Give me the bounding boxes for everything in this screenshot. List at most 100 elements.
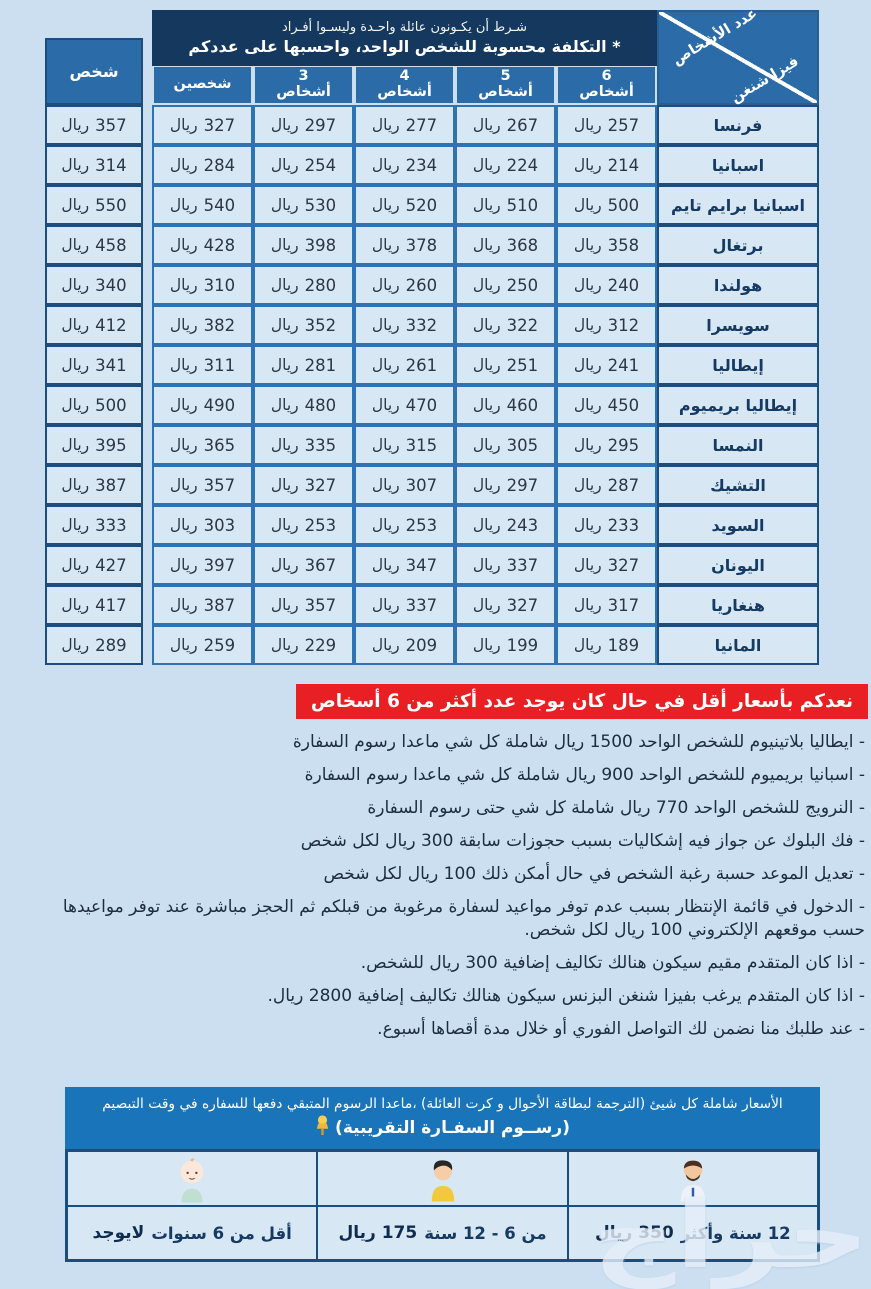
embassy-fees-label: (رســوم السفـارة التقريبية) <box>335 1117 570 1138</box>
price-cell-6: 189 ريال <box>556 625 657 665</box>
price-cell-5: 305 ريال <box>455 425 556 465</box>
price-cell-3: 280 ريال <box>253 265 354 305</box>
price-cell-3: 357 ريال <box>253 585 354 625</box>
price-cell-1: 427 ريال <box>45 545 143 585</box>
country-cell: التشيك <box>657 465 819 505</box>
price-cell-3: 335 ريال <box>253 425 354 465</box>
table-corner-header: عدد الأشخاص فيزا شنغن <box>657 5 819 106</box>
country-cell: إيطاليا بريميوم <box>657 385 819 425</box>
price-cell-3: 367 ريال <box>253 545 354 585</box>
visa-price-table: عدد الأشخاص فيزا شنغن شـرط أن يكـونون عا… <box>45 5 819 665</box>
price-cell-5: 327 ريال <box>455 585 556 625</box>
age-group-label: 12 سنة وأكثر 350 ريال <box>567 1206 818 1260</box>
notes-list: - ايطاليا بلاتينيوم للشخص الواحد 1500 ري… <box>16 731 865 1051</box>
price-cell-5: 199 ريال <box>455 625 556 665</box>
footer-banner: الأسعار شاملة كل شيئ (الترجمة لبطاقة الأ… <box>65 1087 820 1149</box>
price-cell-1: 395 ريال <box>45 425 143 465</box>
price-cell-1: 417 ريال <box>45 585 143 625</box>
price-cell-2: 382 ريال <box>152 305 253 345</box>
country-cell: المانيا <box>657 625 819 665</box>
price-cell-3: 253 ريال <box>253 505 354 545</box>
price-cell-4: 337 ريال <box>354 585 455 625</box>
note-item: - اسبانيا بريميوم للشخص الواحد 900 ريال … <box>304 765 865 786</box>
price-cell-1: 333 ريال <box>45 505 143 545</box>
pushpin-icon <box>315 1114 330 1141</box>
age-pricing-table: 12 سنة وأكثر 350 ريال من 6 - 12 سنة 175 ري… <box>65 1149 820 1262</box>
price-cell-3: 297 ريال <box>253 105 354 145</box>
cost-note-line: * التكلفة محسوبة للشخص الواحد، واحسبها ع… <box>188 37 621 56</box>
price-cell-4: 470 ريال <box>354 385 455 425</box>
price-cell-6: 500 ريال <box>556 185 657 225</box>
price-cell-4: 347 ريال <box>354 545 455 585</box>
age-group-label: أقل من 6 سنوات لايوجد <box>67 1206 318 1260</box>
price-cell-5: 297 ريال <box>455 465 556 505</box>
price-cell-1: 289 ريال <box>45 625 143 665</box>
price-cell-3: 229 ريال <box>253 625 354 665</box>
note-item: - الدخول في قائمة الإنتظار بسبب عدم توفر… <box>62 897 865 940</box>
price-cell-3: 254 ريال <box>253 145 354 185</box>
price-cell-4: 332 ريال <box>354 305 455 345</box>
price-cell-2: 259 ريال <box>152 625 253 665</box>
price-cell-3: 327 ريال <box>253 465 354 505</box>
price-cell-5: 224 ريال <box>455 145 556 185</box>
price-cell-2: 357 ريال <box>152 465 253 505</box>
price-cell-3: 480 ريال <box>253 385 354 425</box>
age-group-label: من 6 - 12 سنة 175 ريال <box>317 1206 568 1260</box>
country-cell: هنغاريا <box>657 585 819 625</box>
column-header: 3 أشخاص <box>255 67 352 103</box>
price-cell-1: 550 ريال <box>45 185 143 225</box>
country-cell: هولندا <box>657 265 819 305</box>
condition-line: شـرط أن يكـونون عائلة واحـدة وليسـوا أفـ… <box>281 20 528 35</box>
column-header: 5 أشخاص <box>457 67 554 103</box>
price-cell-4: 253 ريال <box>354 505 455 545</box>
footer-banner-line1: الأسعار شاملة كل شيئ (الترجمة لبطاقة الأ… <box>102 1095 783 1112</box>
price-cell-6: 312 ريال <box>556 305 657 345</box>
price-cell-5: 267 ريال <box>455 105 556 145</box>
price-cell-4: 234 ريال <box>354 145 455 185</box>
price-cell-5: 251 ريال <box>455 345 556 385</box>
price-cell-6: 233 ريال <box>556 505 657 545</box>
man-icon <box>567 1151 818 1206</box>
price-cell-6: 240 ريال <box>556 265 657 305</box>
price-cell-6: 257 ريال <box>556 105 657 145</box>
price-cell-3: 530 ريال <box>253 185 354 225</box>
price-cell-3: 398 ريال <box>253 225 354 265</box>
price-cell-1: 387 ريال <box>45 465 143 505</box>
country-cell: إيطاليا <box>657 345 819 385</box>
price-cell-6: 358 ريال <box>556 225 657 265</box>
boy-icon <box>317 1151 568 1206</box>
country-cell: فرنسا <box>657 105 819 145</box>
column-header: 4 أشخاص <box>356 67 453 103</box>
price-cell-4: 520 ريال <box>354 185 455 225</box>
note-item: - عند طلبك منا نضمن لك التواصل الفوري أو… <box>377 1018 865 1039</box>
note-item: - ايطاليا بلاتينيوم للشخص الواحد 1500 ري… <box>292 732 865 752</box>
price-cell-2: 310 ريال <box>152 265 253 305</box>
note-item: - اذا كان المتقدم يرغب بفيزا شنغن البزنس… <box>267 985 865 1006</box>
price-cell-5: 337 ريال <box>455 545 556 585</box>
note-item: - فك البلوك عن جواز فيه إشكاليات بسبب حج… <box>300 831 865 852</box>
price-cell-2: 490 ريال <box>152 385 253 425</box>
price-cell-1: 412 ريال <box>45 305 143 345</box>
price-cell-2: 327 ريال <box>152 105 253 145</box>
corner-persons-label: عدد الأشخاص <box>669 5 761 69</box>
price-cell-6: 241 ريال <box>556 345 657 385</box>
price-cell-5: 250 ريال <box>455 265 556 305</box>
price-cell-2: 284 ريال <box>152 145 253 185</box>
price-cell-1: 340 ريال <box>45 265 143 305</box>
single-person-header: شخص <box>45 38 143 105</box>
table-condition-banner: شـرط أن يكـونون عائلة واحـدة وليسـوا أفـ… <box>152 10 657 66</box>
price-cell-6: 450 ريال <box>556 385 657 425</box>
price-cell-1: 500 ريال <box>45 385 143 425</box>
price-cell-6: 317 ريال <box>556 585 657 625</box>
promo-banner: نعدكم بأسعار أقل في حال كان يوجد عدد أكث… <box>296 684 868 719</box>
price-cell-4: 315 ريال <box>354 425 455 465</box>
price-cell-2: 365 ريال <box>152 425 253 465</box>
price-cell-2: 387 ريال <box>152 585 253 625</box>
note-item: - اذا كان المتقدم مقيم سيكون هنالك تكالي… <box>360 952 865 973</box>
price-cell-4: 261 ريال <box>354 345 455 385</box>
price-cell-2: 397 ريال <box>152 545 253 585</box>
column-header: شخصين <box>154 67 251 103</box>
price-cell-5: 460 ريال <box>455 385 556 425</box>
price-cell-5: 510 ريال <box>455 185 556 225</box>
